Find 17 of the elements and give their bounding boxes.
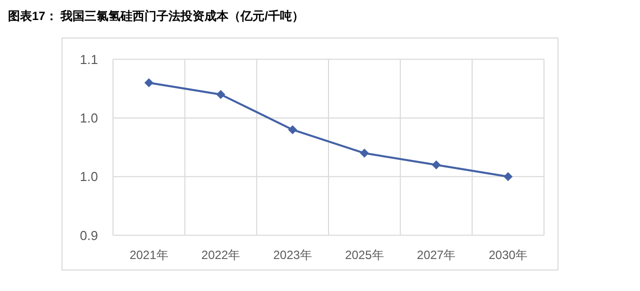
point (432, 160, 441, 170)
title: 图表17： 我国三氯氢硅西门子法投资成本（亿元/千吨） (8, 9, 304, 23)
x-tick-label: 2021年 (130, 248, 168, 262)
point (216, 90, 226, 99)
x-tick-label: 2022年 (201, 248, 240, 262)
point (288, 125, 298, 134)
x-tick-label: 2023年 (273, 248, 312, 262)
point (504, 172, 513, 182)
point (144, 78, 154, 88)
x-tick-label: 2030年 (488, 248, 528, 262)
x-tick-label: 2025年 (345, 248, 384, 262)
y-tick-label: 1.0 (80, 169, 98, 184)
y-tick-label: 1.0 (80, 110, 98, 126)
y-tick-label: 0.9 (80, 228, 98, 243)
point (360, 148, 369, 158)
y-tick-label: 1.1 (80, 52, 98, 67)
x-tick-label: 2027年 (416, 248, 456, 262)
